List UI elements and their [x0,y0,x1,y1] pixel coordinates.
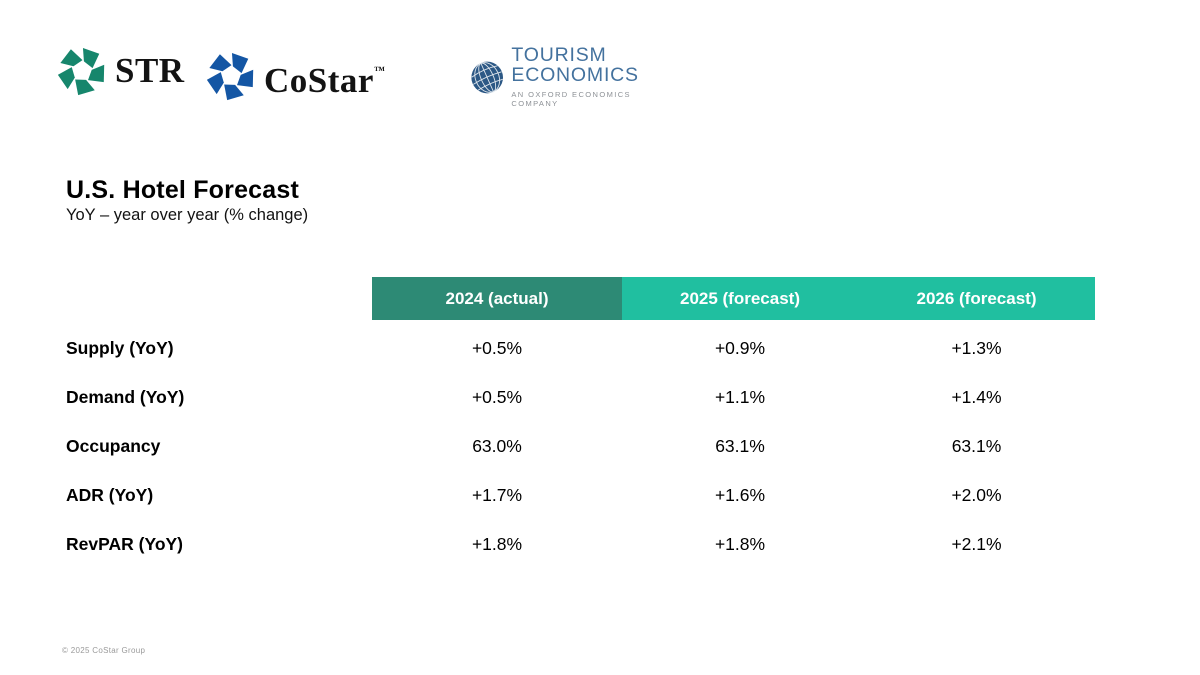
row-label: Occupancy [66,436,161,456]
row-label: RevPAR (YoY) [66,534,184,554]
cell-value: +2.0% [951,485,1002,505]
cell-value: +1.7% [471,485,523,505]
table-row-occupancy: Occupancy 63.0% 63.1% 63.1% [62,422,1095,471]
header-cell-empty [62,277,372,320]
copyright-text: © 2025 CoStar Group [62,646,146,655]
header-cell-2025-forecast: 2025 (forecast) [622,277,858,320]
cell-value: +1.3% [951,338,1002,358]
cell-value: +1.4% [951,387,1002,407]
cell-value: +0.5% [471,387,523,407]
tourism-line: TOURISM [511,44,607,66]
cell-value: +1.1% [714,387,766,407]
table-body: Supply (YoY) +0.5% +0.9% +1.3% Demand (Y… [62,320,1095,569]
table-row-demand: Demand (YoY) +0.5% +1.1% +1.4% [62,373,1095,422]
cell-value: 63.1% [951,436,1002,456]
globe-icon [471,61,504,94]
table-row-adr: ADR (YoY) +1.7% +1.6% +2.0% [62,471,1095,520]
forecast-table: 2024 (actual) 2025 (forecast) 2026 (fore… [62,277,1095,569]
costar-wordmark-text: CoStar [264,61,374,100]
costar-logo: CoStar™ [207,44,385,108]
row-label: Supply (YoY) [66,338,174,358]
cell-value: +1.8% [471,534,523,554]
cell-value: +0.5% [471,338,523,358]
economics-line: ECONOMICS [511,64,639,86]
cell-value: +1.8% [714,534,766,554]
table-row-supply: Supply (YoY) +0.5% +0.9% +1.3% [62,324,1095,373]
str-wordmark: STR [115,51,185,90]
row-label: Demand (YoY) [66,387,185,407]
cell-value: 63.1% [715,436,765,456]
header-cell-2024-actual: 2024 (actual) [372,277,622,320]
cell-value: +2.1% [951,534,1002,554]
cell-value: 63.0% [472,436,522,456]
costar-wordmark: CoStar™ [264,44,385,108]
table-row-revpar: RevPAR (YoY) +1.8% +1.8% +2.1% [62,520,1095,569]
page-title: U.S. Hotel Forecast [66,176,300,204]
oxford-economics-tagline: AN OXFORD ECONOMICS COMPANY [511,90,631,108]
str-logo: STR [58,44,185,98]
tourism-economics-logo: TOURISM ECONOMICS AN OXFORD ECONOMICS CO… [470,45,647,108]
table-header-row: 2024 (actual) 2025 (forecast) 2026 (fore… [62,277,1095,320]
str-pinwheel-icon [58,47,105,96]
costar-pinwheel-icon [207,52,254,101]
tourism-economics-text: TOURISM ECONOMICS AN OXFORD ECONOMICS CO… [511,45,647,108]
cell-value: +1.6% [714,485,766,505]
cell-value: +0.9% [714,338,766,358]
page-subtitle: YoY – year over year (% change) [66,206,309,224]
trademark-symbol: ™ [373,65,385,77]
row-label: ADR (YoY) [66,485,154,505]
header-cell-2026-forecast: 2026 (forecast) [858,277,1095,320]
